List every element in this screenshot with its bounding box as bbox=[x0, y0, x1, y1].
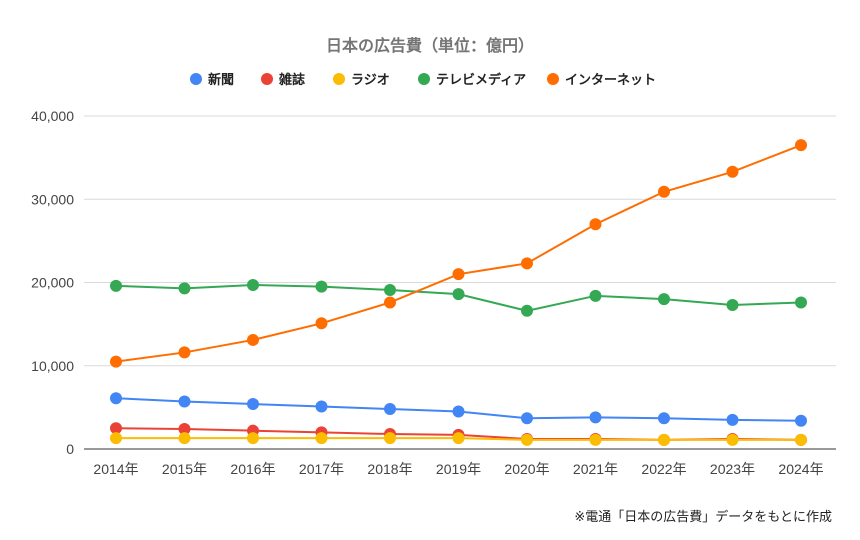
y-tick-label: 0 bbox=[66, 441, 74, 457]
data-point[interactable] bbox=[178, 395, 191, 408]
legend-label: 雑誌 bbox=[278, 72, 305, 88]
data-point[interactable] bbox=[452, 288, 465, 301]
data-point[interactable] bbox=[247, 432, 259, 445]
series-line bbox=[115, 144, 802, 363]
x-tick-label: 2019年 bbox=[436, 461, 481, 477]
legend-label: ラジオ bbox=[351, 73, 390, 88]
data-point[interactable] bbox=[521, 412, 533, 425]
x-tick-label: 2021年 bbox=[573, 461, 618, 477]
x-tick-label: 2024年 bbox=[778, 461, 823, 477]
data-point[interactable] bbox=[315, 280, 328, 293]
data-point[interactable] bbox=[726, 413, 739, 426]
series bbox=[110, 392, 807, 427]
data-point[interactable] bbox=[726, 298, 739, 311]
data-point[interactable] bbox=[521, 304, 533, 317]
legend: 新聞 雑誌 ラジオ テレビメディア インターネット bbox=[190, 72, 656, 88]
series-group bbox=[110, 139, 807, 446]
y-tick-label: 40,000 bbox=[31, 108, 74, 124]
source-annotation: ※電通「日本の広告費」データをもとに作成 bbox=[574, 509, 832, 525]
data-point[interactable] bbox=[795, 433, 807, 446]
data-point[interactable] bbox=[658, 185, 670, 198]
data-point[interactable] bbox=[178, 282, 191, 295]
data-point[interactable] bbox=[726, 165, 739, 178]
data-point[interactable] bbox=[658, 433, 670, 446]
data-point[interactable] bbox=[110, 392, 122, 405]
data-point[interactable] bbox=[521, 433, 533, 446]
data-point[interactable] bbox=[658, 412, 670, 425]
data-point[interactable] bbox=[110, 432, 122, 445]
series bbox=[110, 278, 807, 317]
data-point[interactable] bbox=[247, 398, 259, 411]
legend-label: 新聞 bbox=[208, 72, 234, 88]
data-point[interactable] bbox=[110, 422, 122, 435]
data-point[interactable] bbox=[178, 423, 191, 436]
gridlines bbox=[84, 115, 836, 450]
x-tick-label: 2016年 bbox=[230, 461, 275, 477]
x-tick-label: 2023年 bbox=[710, 461, 755, 477]
data-point[interactable] bbox=[178, 346, 191, 359]
data-point[interactable] bbox=[110, 355, 122, 368]
legend-marker bbox=[418, 73, 430, 85]
y-tick-label: 30,000 bbox=[31, 191, 74, 207]
legend-item[interactable]: 新聞 bbox=[190, 72, 234, 88]
data-point[interactable] bbox=[315, 317, 328, 330]
y-tick-label: 10,000 bbox=[31, 358, 74, 374]
x-tick-label: 2015年 bbox=[162, 461, 207, 477]
data-point[interactable] bbox=[452, 432, 465, 445]
data-point[interactable] bbox=[452, 268, 465, 281]
y-tick-label: 20,000 bbox=[31, 275, 74, 291]
legend-item[interactable]: 雑誌 bbox=[261, 72, 305, 88]
data-point[interactable] bbox=[521, 257, 533, 270]
series bbox=[110, 139, 807, 368]
data-point[interactable] bbox=[658, 293, 670, 306]
x-tick-label: 2017年 bbox=[299, 461, 344, 477]
x-tick-label: 2018年 bbox=[367, 461, 412, 477]
data-point[interactable] bbox=[726, 433, 739, 446]
data-point[interactable] bbox=[178, 432, 191, 445]
legend-item[interactable]: テレビメディア bbox=[418, 72, 526, 88]
data-point[interactable] bbox=[795, 296, 807, 309]
legend-item[interactable]: インターネット bbox=[547, 73, 656, 88]
data-point[interactable] bbox=[110, 279, 122, 292]
legend-marker bbox=[190, 73, 202, 85]
data-point[interactable] bbox=[795, 139, 807, 152]
legend-marker bbox=[333, 73, 345, 85]
data-point[interactable] bbox=[384, 432, 396, 445]
x-tick-label: 2022年 bbox=[641, 461, 686, 477]
data-point[interactable] bbox=[315, 432, 328, 445]
legend-item[interactable]: ラジオ bbox=[333, 73, 390, 88]
data-point[interactable] bbox=[384, 283, 396, 296]
data-point[interactable] bbox=[589, 289, 602, 302]
data-point[interactable] bbox=[589, 411, 602, 424]
x-tick-label: 2014年 bbox=[93, 461, 138, 477]
legend-marker bbox=[261, 73, 273, 85]
legend-marker bbox=[547, 73, 559, 85]
x-tick-label: 2020年 bbox=[504, 461, 549, 477]
data-point[interactable] bbox=[315, 400, 328, 413]
data-point[interactable] bbox=[795, 414, 807, 427]
legend-label: テレビメディア bbox=[436, 72, 526, 88]
data-point[interactable] bbox=[589, 433, 602, 446]
data-point[interactable] bbox=[384, 296, 396, 309]
series bbox=[110, 432, 807, 446]
data-point[interactable] bbox=[589, 218, 602, 231]
data-point[interactable] bbox=[247, 333, 259, 346]
y-axis-ticks: 0 10,000 20,000 30,000 40,000 bbox=[31, 108, 74, 457]
data-point[interactable] bbox=[247, 278, 259, 291]
data-point[interactable] bbox=[384, 403, 396, 416]
chart-title: 日本の広告費（単位：億円） bbox=[326, 36, 534, 55]
x-axis-ticks: 2014年 2015年 2016年 2017年 2018年 2019年 2020年 2021年… bbox=[93, 461, 823, 477]
legend-label: インターネット bbox=[565, 73, 656, 88]
data-point[interactable] bbox=[452, 405, 465, 418]
